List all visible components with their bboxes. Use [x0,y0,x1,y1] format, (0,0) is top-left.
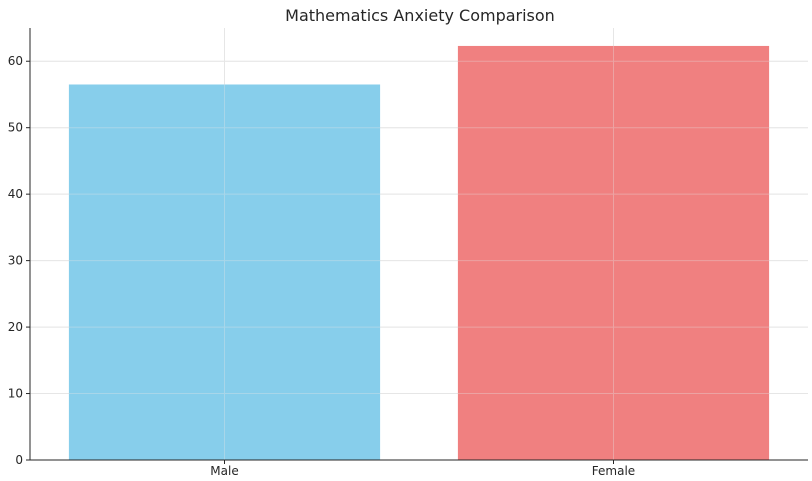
y-tick-label-50: 50 [8,121,23,135]
axes-layer [29,28,808,461]
bar-female [457,45,770,461]
y-tick-label-30: 30 [8,254,23,268]
y-tick-label-0: 0 [15,453,23,467]
chart-title: Mathematics Anxiety Comparison [285,6,555,25]
y-tick-label-40: 40 [8,187,23,201]
bars-layer [68,45,770,461]
y-tick-label-10: 10 [8,387,23,401]
bar-male [68,84,381,460]
ticks-layer: 0 10 20 30 40 50 60 Male Female [8,54,635,478]
x-tick-label-female: Female [592,464,635,478]
y-tick-label-60: 60 [8,54,23,68]
y-tick-label-20: 20 [8,320,23,334]
x-tick-label-male: Male [210,464,238,478]
grid-overlay [30,28,808,461]
